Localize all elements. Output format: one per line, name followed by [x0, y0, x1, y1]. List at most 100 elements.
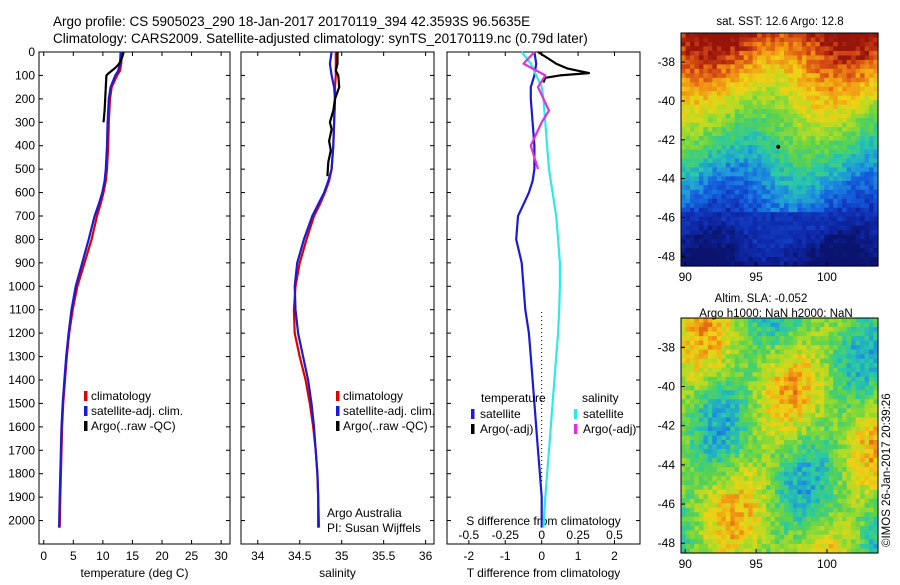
map-cell [860, 435, 866, 441]
map-cell [716, 408, 722, 414]
map-cell [712, 516, 718, 522]
map-cell [703, 467, 709, 473]
map-cell [757, 426, 763, 432]
map-cell [752, 68, 758, 74]
map-cell [761, 104, 767, 110]
map-cell [797, 109, 803, 115]
map-cell [784, 261, 790, 267]
map-cell [824, 467, 830, 473]
map-cell [801, 385, 807, 391]
map-cell [698, 390, 704, 396]
map-cell [685, 104, 691, 110]
map-cell [712, 180, 718, 186]
map-cell [707, 516, 713, 522]
map-cell [712, 431, 718, 437]
map-cell [784, 544, 790, 550]
map-cell [739, 216, 745, 222]
map-cell [730, 100, 736, 106]
map-cell [784, 363, 790, 369]
map-cell [806, 489, 812, 495]
map-cell [846, 194, 852, 200]
map-cell [707, 453, 713, 459]
map-cell [757, 507, 763, 513]
map-cell [690, 104, 696, 110]
map-cell [824, 42, 830, 48]
map-cell [828, 212, 834, 218]
map-cell [815, 122, 821, 128]
map-cell [748, 55, 754, 61]
map-cell [752, 239, 758, 245]
map-cell [757, 216, 763, 222]
map-cell [873, 444, 879, 450]
map-cell [690, 516, 696, 522]
map-cell [775, 33, 781, 39]
map-cell [743, 426, 749, 432]
map-cell [797, 154, 803, 160]
map-cell [801, 212, 807, 218]
map-cell [752, 489, 758, 495]
map-cell [801, 417, 807, 423]
map-cell [819, 55, 825, 61]
map-cell [734, 252, 740, 258]
map-cell [784, 252, 790, 258]
map-cell [690, 358, 696, 364]
map-cell [855, 507, 861, 513]
map-cell [846, 525, 852, 531]
map-cell [690, 158, 696, 164]
map-cell [810, 167, 816, 173]
map-cell [860, 327, 866, 333]
map-cell [725, 521, 731, 527]
map-cell [833, 458, 839, 464]
map-cell [842, 327, 848, 333]
map-cell [725, 318, 731, 324]
map-cell [869, 467, 875, 473]
map-cell [690, 548, 696, 554]
map-cell [707, 539, 713, 545]
map-cell [846, 59, 852, 65]
map-cell [698, 544, 704, 550]
map-cell [739, 68, 745, 74]
map-cell [681, 521, 687, 527]
map-cell [757, 399, 763, 405]
map-cell [775, 77, 781, 83]
map-cell [775, 261, 781, 267]
map-cell [806, 372, 812, 378]
map-cell [757, 198, 763, 204]
map-cell [806, 462, 812, 468]
map-cell [716, 345, 722, 351]
map-cell [716, 131, 722, 137]
map-cell [837, 349, 843, 355]
x-tick-label: -2 [464, 549, 475, 563]
map-cell [869, 354, 875, 360]
map-cell [855, 176, 861, 182]
map-cell [690, 225, 696, 231]
map-cell [775, 50, 781, 56]
map-cell [685, 82, 691, 88]
map-cell [703, 113, 709, 119]
map-cell [707, 372, 713, 378]
map-cell [806, 136, 812, 142]
map-cell [725, 64, 731, 70]
map-cell [698, 33, 704, 39]
map-cell [766, 498, 772, 504]
map-cell [837, 521, 843, 527]
map-cell [725, 534, 731, 540]
map-cell [743, 109, 749, 115]
map-cell [779, 59, 785, 65]
map-cell [797, 140, 803, 146]
map-cell [869, 145, 875, 151]
map-cell [770, 118, 776, 124]
x-tick-label: 30 [214, 549, 228, 563]
map-cell [873, 476, 879, 482]
map-cell [721, 544, 727, 550]
map-cell [864, 544, 870, 550]
map-cell [806, 471, 812, 477]
map-cell [864, 408, 870, 414]
map-cell [766, 318, 772, 324]
map-cell [707, 318, 713, 324]
map-cell [792, 207, 798, 213]
map-cell [810, 462, 816, 468]
map-cell [828, 327, 834, 333]
map-cell [864, 476, 870, 482]
map-cell [842, 194, 848, 200]
